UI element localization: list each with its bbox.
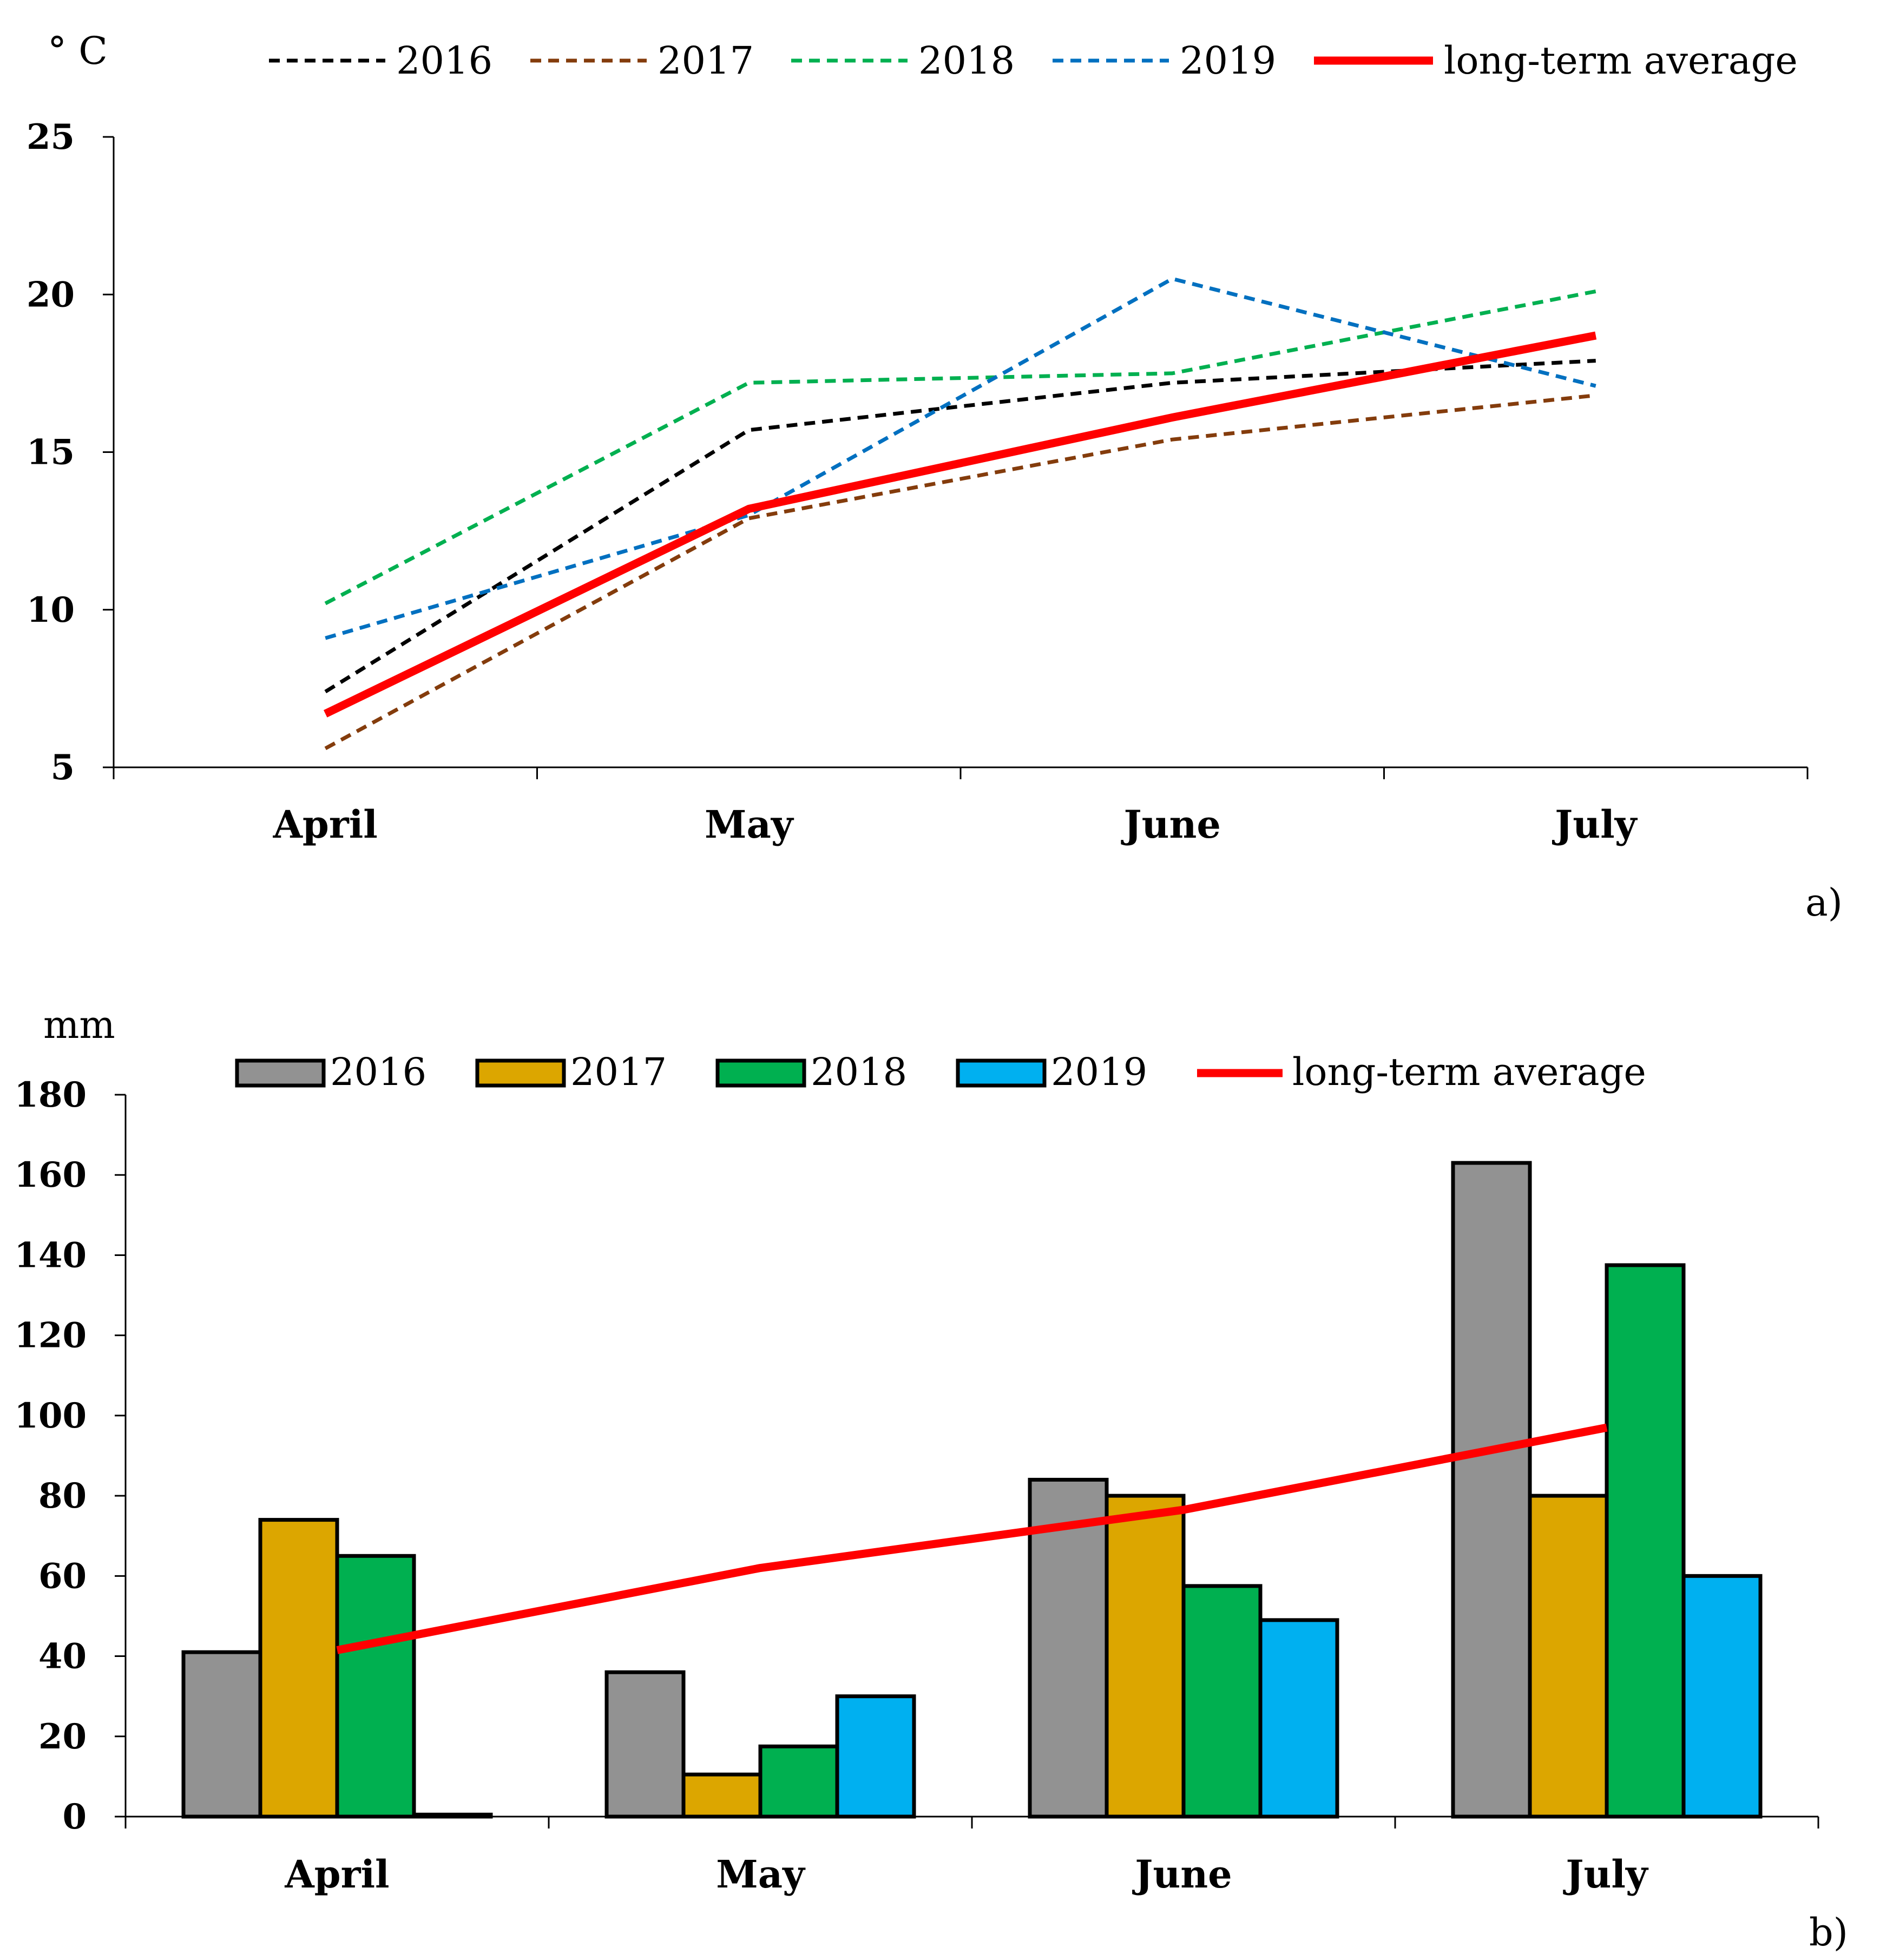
bar-2018-june	[1181, 1584, 1263, 1819]
legend-label-2016: 2016	[330, 1050, 426, 1094]
legend-label-2018: 2018	[918, 38, 1015, 83]
y-tick-label: 25	[27, 117, 75, 157]
legend-label-2019: 2019	[1180, 38, 1276, 83]
y-tick-label: 80	[38, 1476, 87, 1516]
panel-b-label: b)	[1809, 1910, 1848, 1955]
y-tick-label: 15	[27, 432, 75, 473]
legend-swatch-2018	[715, 1058, 806, 1088]
bar-2017-may	[681, 1772, 763, 1819]
x-category-label: April	[284, 1852, 389, 1897]
temperature-chart: ° C a) 5 10 15 20 25 April May June July 2016 2017…	[27, 29, 1843, 925]
x-category-label: June	[1132, 1852, 1232, 1897]
temperature-unit-label: ° C	[48, 29, 108, 73]
y-tick-label: 60	[38, 1556, 87, 1596]
y-tick-label: 10	[27, 590, 75, 630]
bar-2016-april	[181, 1650, 262, 1819]
x-category-label: May	[716, 1852, 806, 1897]
precipitation-chart: mm b) 0 20 40 60 80 100 120 140 160 180 April May Ju…	[14, 1003, 1848, 1955]
series-line-long-term-average	[323, 331, 1597, 718]
series-line-2019	[325, 277, 1596, 640]
legend-swatch-2017	[475, 1058, 566, 1088]
y-tick-label: 180	[14, 1075, 87, 1115]
series-line-2016	[324, 359, 1596, 694]
x-category-label: July	[1562, 1852, 1649, 1897]
bar-2017-april	[258, 1518, 339, 1819]
legend-label-long-term-average: long-term average	[1292, 1050, 1646, 1094]
x-category-label: May	[705, 802, 794, 847]
legend-label-long-term-average: long-term average	[1444, 38, 1798, 83]
x-category-label: June	[1121, 802, 1221, 847]
y-tick-label: 20	[38, 1716, 87, 1757]
bar-2016-june	[1028, 1477, 1109, 1819]
panel-a-label: a)	[1805, 880, 1843, 925]
legend-swatch-2019	[956, 1058, 1047, 1088]
bar-2019-april	[412, 1812, 493, 1819]
y-tick-label: 120	[14, 1316, 87, 1356]
bar-2017-july	[1528, 1494, 1609, 1819]
y-tick-label: 100	[14, 1396, 87, 1436]
legend-label-2017: 2017	[658, 38, 754, 83]
precipitation-unit-label: mm	[43, 1003, 115, 1047]
x-category-label: April	[273, 802, 378, 847]
y-tick-label: 20	[27, 274, 75, 315]
bar-2016-may	[604, 1670, 686, 1819]
legend-swatch-2016	[235, 1058, 326, 1088]
bar-2018-july	[1605, 1263, 1686, 1819]
y-tick-label: 140	[14, 1235, 87, 1275]
bar-2019-july	[1681, 1574, 1763, 1819]
bar-2018-may	[758, 1744, 839, 1819]
legend-label-2019: 2019	[1051, 1050, 1147, 1094]
bar-2016-july	[1451, 1161, 1532, 1819]
legend-label-2016: 2016	[396, 38, 492, 83]
series-line-2017	[324, 393, 1596, 751]
bar-2019-may	[835, 1694, 916, 1819]
legend-label-2018: 2018	[811, 1050, 907, 1094]
x-category-label: July	[1552, 802, 1638, 847]
series-line-long-term-average	[336, 1423, 1608, 1654]
bar-2018-april	[335, 1554, 416, 1819]
bar-2019-june	[1258, 1618, 1339, 1819]
y-tick-label: 0	[62, 1797, 87, 1837]
legend-label-2017: 2017	[570, 1050, 667, 1094]
y-tick-label: 5	[50, 747, 75, 788]
y-tick-label: 40	[38, 1636, 87, 1677]
bar-2017-june	[1105, 1494, 1186, 1819]
y-tick-label: 160	[14, 1155, 87, 1195]
